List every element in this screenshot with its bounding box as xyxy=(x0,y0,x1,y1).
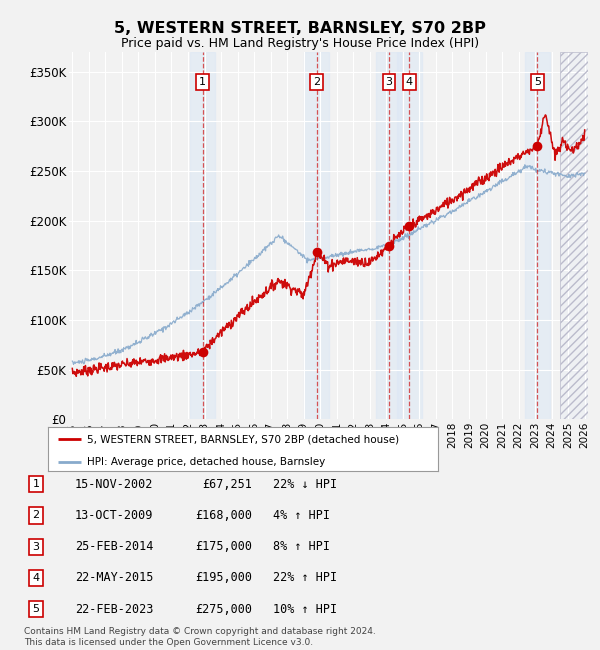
Text: 8% ↑ HPI: 8% ↑ HPI xyxy=(273,540,330,553)
Text: 1: 1 xyxy=(32,479,40,489)
Text: 4: 4 xyxy=(406,77,413,87)
Text: 10% ↑ HPI: 10% ↑ HPI xyxy=(273,603,337,616)
Text: HPI: Average price, detached house, Barnsley: HPI: Average price, detached house, Barn… xyxy=(87,456,325,467)
Text: 3: 3 xyxy=(32,541,40,552)
Text: 1: 1 xyxy=(199,77,206,87)
Text: 13-OCT-2009: 13-OCT-2009 xyxy=(75,509,154,522)
Text: 22% ↓ HPI: 22% ↓ HPI xyxy=(273,478,337,491)
Bar xyxy=(525,52,550,419)
Text: £168,000: £168,000 xyxy=(195,509,252,522)
Bar xyxy=(397,52,422,419)
Text: 5: 5 xyxy=(534,77,541,87)
Text: 15-NOV-2002: 15-NOV-2002 xyxy=(75,478,154,491)
Bar xyxy=(560,52,593,419)
Bar xyxy=(190,52,215,419)
Text: Contains HM Land Registry data © Crown copyright and database right 2024.
This d: Contains HM Land Registry data © Crown c… xyxy=(24,627,376,647)
Bar xyxy=(560,52,593,419)
Text: 22-FEB-2023: 22-FEB-2023 xyxy=(75,603,154,616)
Text: 4% ↑ HPI: 4% ↑ HPI xyxy=(273,509,330,522)
Bar xyxy=(304,52,329,419)
Text: £175,000: £175,000 xyxy=(195,540,252,553)
Text: Price paid vs. HM Land Registry's House Price Index (HPI): Price paid vs. HM Land Registry's House … xyxy=(121,37,479,50)
Text: 22-MAY-2015: 22-MAY-2015 xyxy=(75,571,154,584)
Text: 2: 2 xyxy=(32,510,40,521)
Text: 5: 5 xyxy=(32,604,40,614)
Bar xyxy=(376,52,401,419)
Text: £67,251: £67,251 xyxy=(202,478,252,491)
Text: 25-FEB-2014: 25-FEB-2014 xyxy=(75,540,154,553)
Text: £195,000: £195,000 xyxy=(195,571,252,584)
Text: 5, WESTERN STREET, BARNSLEY, S70 2BP (detached house): 5, WESTERN STREET, BARNSLEY, S70 2BP (de… xyxy=(87,434,399,445)
Text: 4: 4 xyxy=(32,573,40,583)
Text: 2: 2 xyxy=(313,77,320,87)
Text: £275,000: £275,000 xyxy=(195,603,252,616)
Text: 3: 3 xyxy=(385,77,392,87)
Text: 5, WESTERN STREET, BARNSLEY, S70 2BP: 5, WESTERN STREET, BARNSLEY, S70 2BP xyxy=(114,21,486,36)
Bar xyxy=(560,52,593,419)
Text: 22% ↑ HPI: 22% ↑ HPI xyxy=(273,571,337,584)
